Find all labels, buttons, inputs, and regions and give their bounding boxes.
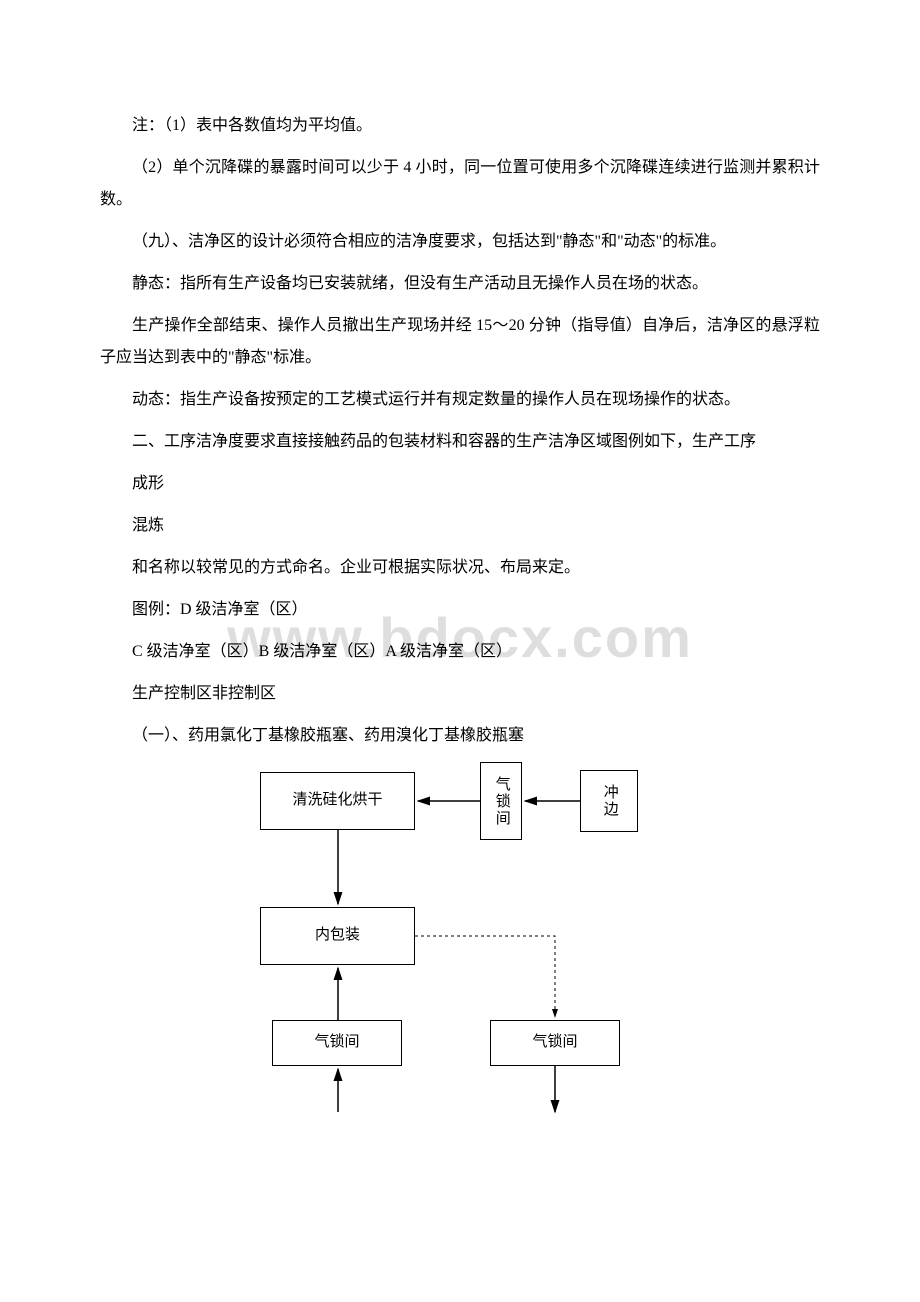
node-chongbian: 冲边 — [580, 770, 638, 832]
para-control-zone: 生产控制区非控制区 — [100, 678, 820, 710]
para-chengxing: 成形 — [100, 468, 820, 500]
para-static-detail: 生产操作全部结束、操作人员撤出生产现场并经 15～20 分钟（指导值）自净后，洁… — [100, 310, 820, 374]
para-subsection-1: （一）、药用氯化丁基橡胶瓶塞、药用溴化丁基橡胶瓶塞 — [100, 720, 820, 752]
node-airlock-3: 气锁间 — [490, 1020, 620, 1066]
para-dynamic-def: 动态：指生产设备按预定的工艺模式运行并有规定数量的操作人员在现场操作的状态。 — [100, 384, 820, 416]
para-hunlian: 混炼 — [100, 510, 820, 542]
para-naming: 和名称以较常见的方式命名。企业可根据实际状况、布局来定。 — [100, 552, 820, 584]
node-airlock-2: 气锁间 — [272, 1020, 402, 1066]
para-note-2: （2）单个沉降碟的暴露时间可以少于 4 小时，同一位置可使用多个沉降碟连续进行监… — [100, 152, 820, 216]
para-note-1: 注：（1）表中各数值均为平均值。 — [100, 110, 820, 142]
node-airlock-1: 气锁间 — [480, 762, 522, 840]
para-static-def: 静态：指所有生产设备均已安装就绪，但没有生产活动且无操作人员在场的状态。 — [100, 268, 820, 300]
flowchart: 清洗硅化烘干 气锁间 冲边 内包装 气锁间 气锁间 — [250, 762, 790, 1132]
para-legend-cba: C 级洁净室（区）B 级洁净室（区）A 级洁净室（区） — [100, 636, 820, 668]
para-section-9: （九）、洁净区的设计必须符合相应的洁净度要求，包括达到"静态"和"动态"的标准。 — [100, 226, 820, 258]
para-legend-d: 图例：D 级洁净室（区） — [100, 594, 820, 626]
node-clean-dry: 清洗硅化烘干 — [260, 772, 415, 830]
para-section-2: 二、工序洁净度要求直接接触药品的包装材料和容器的生产洁净区域图例如下，生产工序 — [100, 426, 820, 458]
node-inner-pack: 内包装 — [260, 907, 415, 965]
